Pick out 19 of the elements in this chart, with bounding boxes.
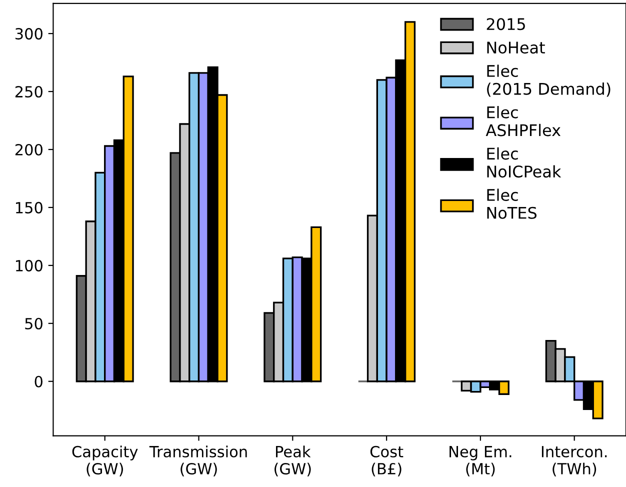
x-tick-label: Peak (GW) <box>274 446 311 476</box>
x-tick-label: Capacity (GW) <box>72 446 138 476</box>
x-tick-label: Cost (B£) <box>370 446 404 476</box>
legend-label: Elec (2015 Demand) <box>487 64 610 97</box>
legend-label: Elec ASHPFlex <box>486 106 561 136</box>
x-tick-label: Neg Em. (Mt) <box>450 446 512 476</box>
legend-label: 2015 <box>486 18 525 30</box>
y-tick-label: 150 <box>16 202 42 214</box>
y-tick-label: 250 <box>15 86 42 98</box>
x-tick-label: Intercon. (TWh) <box>542 446 607 476</box>
legend-label: Elec NoTES <box>487 188 537 219</box>
legend-label: Elec NoICPeak <box>487 147 562 178</box>
x-tick-label: Transmission (GW) <box>149 446 247 476</box>
y-tick-label: 200 <box>15 144 42 156</box>
y-tick-label: 300 <box>15 28 42 40</box>
y-tick-label: 50 <box>25 318 42 330</box>
y-tick-label: 100 <box>16 260 42 272</box>
legend-label: NoHeat <box>487 42 545 54</box>
y-tick-label: 0 <box>34 376 42 388</box>
